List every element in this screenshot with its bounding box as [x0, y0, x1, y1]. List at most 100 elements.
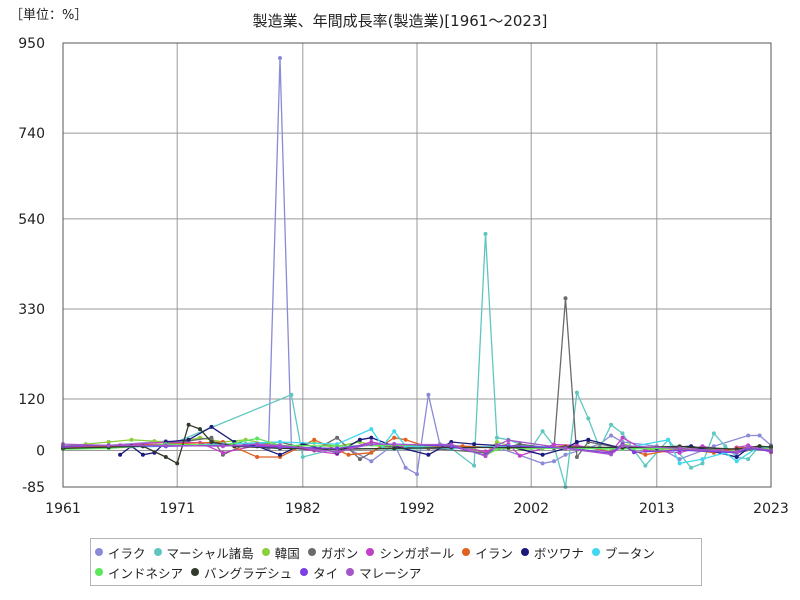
legend-item: 韓国: [261, 542, 300, 562]
data-point: [494, 440, 499, 444]
data-point: [700, 457, 705, 462]
data-point: [586, 416, 591, 421]
data-point: [620, 443, 625, 448]
data-point: [129, 437, 134, 442]
data-point: [734, 449, 739, 454]
data-point: [369, 442, 374, 447]
data-point: [392, 446, 397, 451]
data-point: [369, 427, 374, 432]
data-point: [494, 443, 499, 448]
data-point: [483, 449, 488, 454]
data-point: [175, 461, 180, 466]
x-tick-label: 2023: [753, 501, 789, 517]
data-point: [517, 453, 522, 458]
legend-item: ブータン: [591, 542, 655, 562]
legend-marker: [520, 548, 529, 556]
data-point: [335, 435, 340, 440]
legend-item: イラン: [462, 542, 513, 562]
legend-label: ガボン: [320, 545, 359, 561]
data-point: [403, 437, 408, 442]
legend-label: マレーシア: [359, 565, 422, 581]
data-point: [255, 436, 260, 441]
legend-item: バングラデシュ: [191, 562, 292, 582]
y-tick-label: 120: [18, 392, 45, 408]
data-point: [255, 442, 260, 447]
data-point: [563, 296, 568, 301]
legend-marker: [462, 548, 471, 556]
data-point: [357, 457, 362, 462]
data-point: [312, 437, 317, 442]
data-point: [278, 56, 282, 60]
y-tick-label: 740: [18, 126, 45, 142]
legend-marker: [591, 548, 600, 556]
data-point: [483, 454, 488, 459]
data-point: [632, 450, 636, 455]
data-point: [609, 452, 614, 457]
data-point: [609, 433, 614, 438]
y-tick-label: 950: [18, 36, 45, 52]
data-point: [563, 446, 568, 451]
legend-label: ブータン: [604, 545, 655, 561]
data-point: [734, 459, 739, 464]
data-point: [198, 427, 202, 432]
data-point: [734, 455, 739, 459]
data-point: [620, 435, 625, 440]
legend-label: イラク: [108, 545, 146, 561]
legend: イラク マーシャル諸島 韓国 ガボン シンガポール イラン ボツワナ ブータン インドネシア バン…: [90, 538, 702, 586]
data-point: [426, 392, 431, 397]
data-point: [506, 438, 511, 443]
data-point: [357, 437, 362, 442]
data-point: [757, 444, 762, 449]
data-point: [369, 459, 374, 464]
data-point: [278, 452, 282, 457]
data-point: [723, 444, 728, 449]
data-point: [403, 465, 408, 470]
legend-item: タイ: [300, 562, 338, 582]
data-point: [186, 422, 191, 427]
data-point: [415, 472, 419, 477]
data-point: [746, 444, 751, 449]
data-point: [574, 440, 579, 444]
legend-marker: [300, 568, 309, 576]
legend-marker: [346, 568, 355, 576]
data-point: [677, 461, 682, 466]
data-point: [118, 452, 123, 457]
legend-marker: [366, 548, 375, 556]
data-point: [620, 431, 625, 436]
data-point: [517, 442, 522, 447]
data-point: [540, 461, 545, 466]
legend-marker: [261, 548, 270, 556]
legend-item: マレーシア: [346, 562, 421, 582]
data-point: [746, 457, 751, 462]
legend-label: バングラデシュ: [204, 565, 293, 581]
unit-label: ［単位：%］: [10, 8, 88, 23]
x-tick-label: 2013: [639, 501, 675, 517]
data-point: [106, 443, 111, 448]
legend-item: ガボン: [307, 542, 359, 562]
data-point: [574, 390, 579, 395]
legend-item: マーシャル諸島: [153, 542, 254, 562]
legend-label: イラン: [475, 545, 513, 561]
data-point: [494, 447, 499, 452]
data-point: [278, 440, 282, 444]
legend-marker: [307, 548, 316, 556]
chart-title: 製造業、年間成長率(製造業)[1961～2023]: [252, 12, 548, 30]
data-point: [552, 459, 556, 464]
data-point: [255, 455, 260, 459]
data-point: [563, 452, 568, 457]
y-tick-label: 330: [18, 302, 45, 318]
data-point: [163, 443, 168, 448]
legend-marker: [95, 548, 103, 556]
data-point: [300, 455, 305, 459]
series-line: [62, 439, 772, 457]
data-point: [209, 435, 214, 440]
x-tick-label: 1971: [159, 501, 195, 517]
data-point: [540, 452, 545, 457]
data-point: [392, 435, 397, 440]
data-point: [677, 446, 682, 451]
data-point: [540, 429, 545, 434]
data-point: [335, 449, 340, 454]
legend-marker: [191, 568, 200, 576]
data-point: [140, 452, 145, 457]
